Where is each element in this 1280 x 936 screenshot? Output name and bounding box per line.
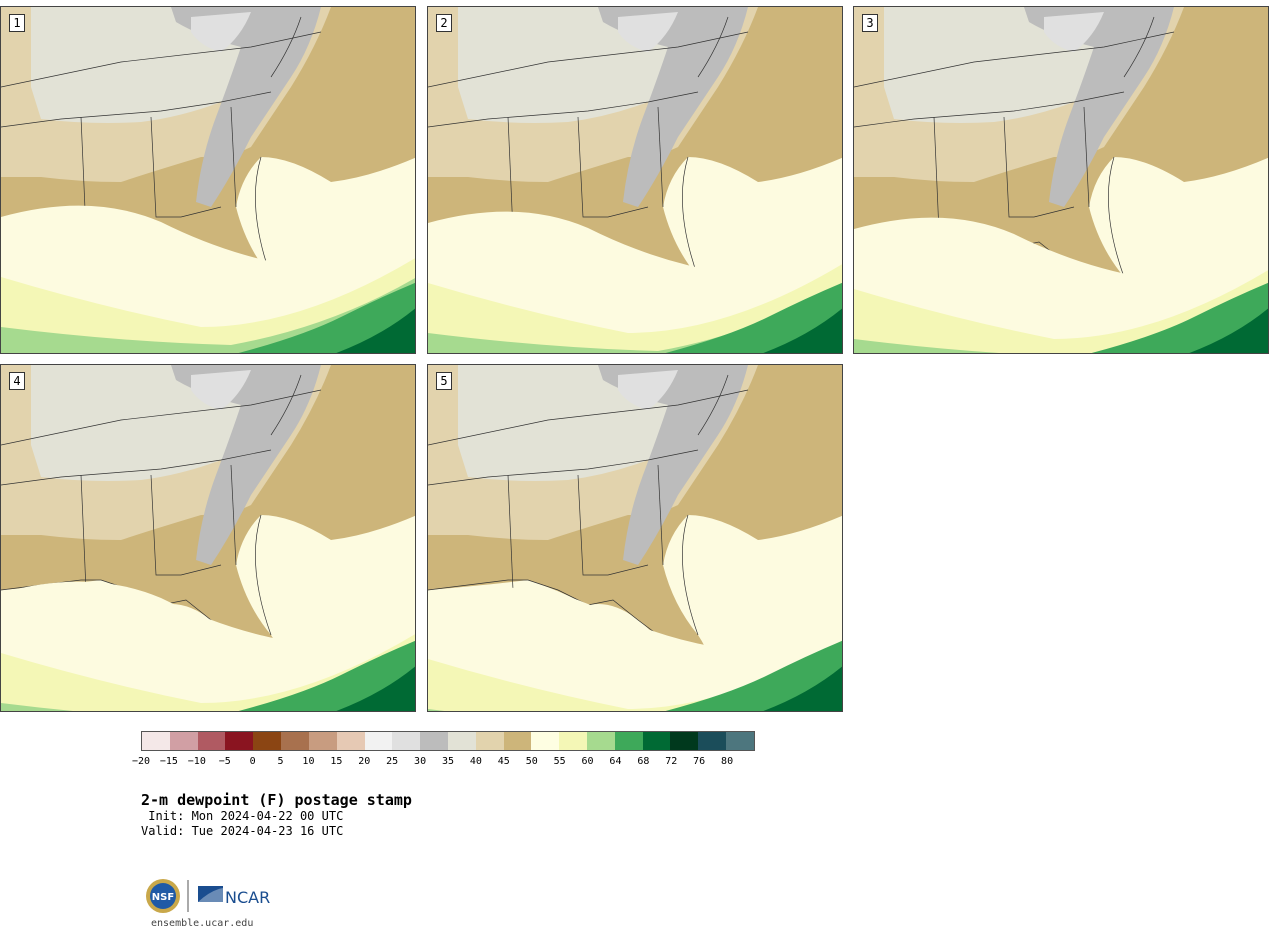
- colorbar-tick-label: 50: [525, 756, 538, 767]
- colorbar-tick-label: 0: [249, 756, 256, 767]
- colorbar-tick-label: 35: [441, 756, 455, 767]
- map-image: [854, 7, 1268, 353]
- svg-text:NCAR: NCAR: [225, 888, 270, 907]
- colorbar-tick-label: 80: [721, 756, 734, 767]
- colorbar-tick-label: −20: [131, 756, 151, 767]
- colorbar-tick-label: 68: [637, 756, 650, 767]
- colorbar-swatch: [726, 732, 754, 750]
- colorbar-tick-label: 5: [277, 756, 284, 767]
- colorbar-swatch: [531, 732, 560, 750]
- map-image: [1, 7, 415, 353]
- colorbar-ticks: −20 −15 −10 −5 0 5 10 15 20 25 30 35 40 45 50 55 60 64 68 7…: [132, 756, 755, 770]
- colorbar-swatch: [614, 732, 643, 750]
- colorbar-swatch: [587, 732, 615, 750]
- colorbar-tick-label: 30: [414, 756, 427, 767]
- panel-number-label: 3: [862, 14, 878, 32]
- panel-5: 5: [427, 364, 843, 712]
- colorbar-tick-label: 40: [469, 756, 482, 767]
- colorbar-swatch: [225, 732, 254, 750]
- panel-number-label: 4: [9, 372, 25, 390]
- colorbar-swatch: [308, 732, 337, 750]
- colorbar: [141, 731, 755, 751]
- colorbar-swatch: [475, 732, 504, 750]
- colorbar-tick-label: 20: [358, 756, 371, 767]
- colorbar-tick-label: 76: [693, 756, 706, 767]
- colorbar-tick-label: 55: [553, 756, 566, 767]
- logos: NSF NCAR: [145, 876, 275, 916]
- panel-number-label: 1: [9, 14, 25, 32]
- panel-1: 1: [0, 6, 416, 354]
- panel-number-label: 5: [436, 372, 452, 390]
- map-image: [428, 365, 842, 711]
- colorbar-tick-label: −10: [187, 756, 206, 767]
- colorbar-tick-label: 10: [302, 756, 315, 767]
- colorbar-swatch: [503, 732, 532, 750]
- colorbar-swatch: [670, 732, 699, 750]
- colorbar-swatch: [281, 732, 309, 750]
- colorbar-swatch: [642, 732, 671, 750]
- ncar-logo-icon: NCAR: [198, 886, 270, 907]
- colorbar-tick-label: 64: [609, 756, 622, 767]
- colorbar-tick-label: −5: [218, 756, 231, 767]
- colorbar-swatch: [197, 732, 226, 750]
- colorbar-tick-label: 15: [330, 756, 343, 767]
- colorbar-swatch: [253, 732, 282, 750]
- colorbar-tick-label: 45: [497, 756, 510, 767]
- colorbar-swatch: [142, 732, 170, 750]
- colorbar-tick-label: 25: [386, 756, 399, 767]
- map-image: [428, 7, 842, 353]
- init-time: Init: Mon 2024-04-22 00 UTC: [141, 809, 344, 823]
- colorbar-swatch: [420, 732, 448, 750]
- site-url: ensemble.ucar.edu: [151, 918, 254, 929]
- svg-text:NSF: NSF: [152, 892, 174, 903]
- valid-time: Valid: Tue 2024-04-23 16 UTC: [141, 824, 344, 838]
- panel-3: 3: [853, 6, 1269, 354]
- colorbar-swatch: [698, 732, 727, 750]
- colorbar-swatch: [392, 732, 421, 750]
- map-image: [1, 365, 415, 711]
- colorbar-tick-label: 60: [581, 756, 594, 767]
- panel-number-label: 2: [436, 14, 452, 32]
- colorbar-tick-label: −15: [159, 756, 178, 767]
- colorbar-swatch: [169, 732, 198, 750]
- colorbar-swatch: [447, 732, 476, 750]
- colorbar-swatch: [336, 732, 365, 750]
- colorbar-tick-label: 72: [665, 756, 678, 767]
- panel-2: 2: [427, 6, 843, 354]
- colorbar-swatch: [364, 732, 393, 750]
- nsf-logo-icon: NSF: [146, 879, 180, 913]
- chart-title: 2-m dewpoint (F) postage stamp: [141, 791, 412, 809]
- colorbar-swatch: [559, 732, 587, 750]
- panel-4: 4: [0, 364, 416, 712]
